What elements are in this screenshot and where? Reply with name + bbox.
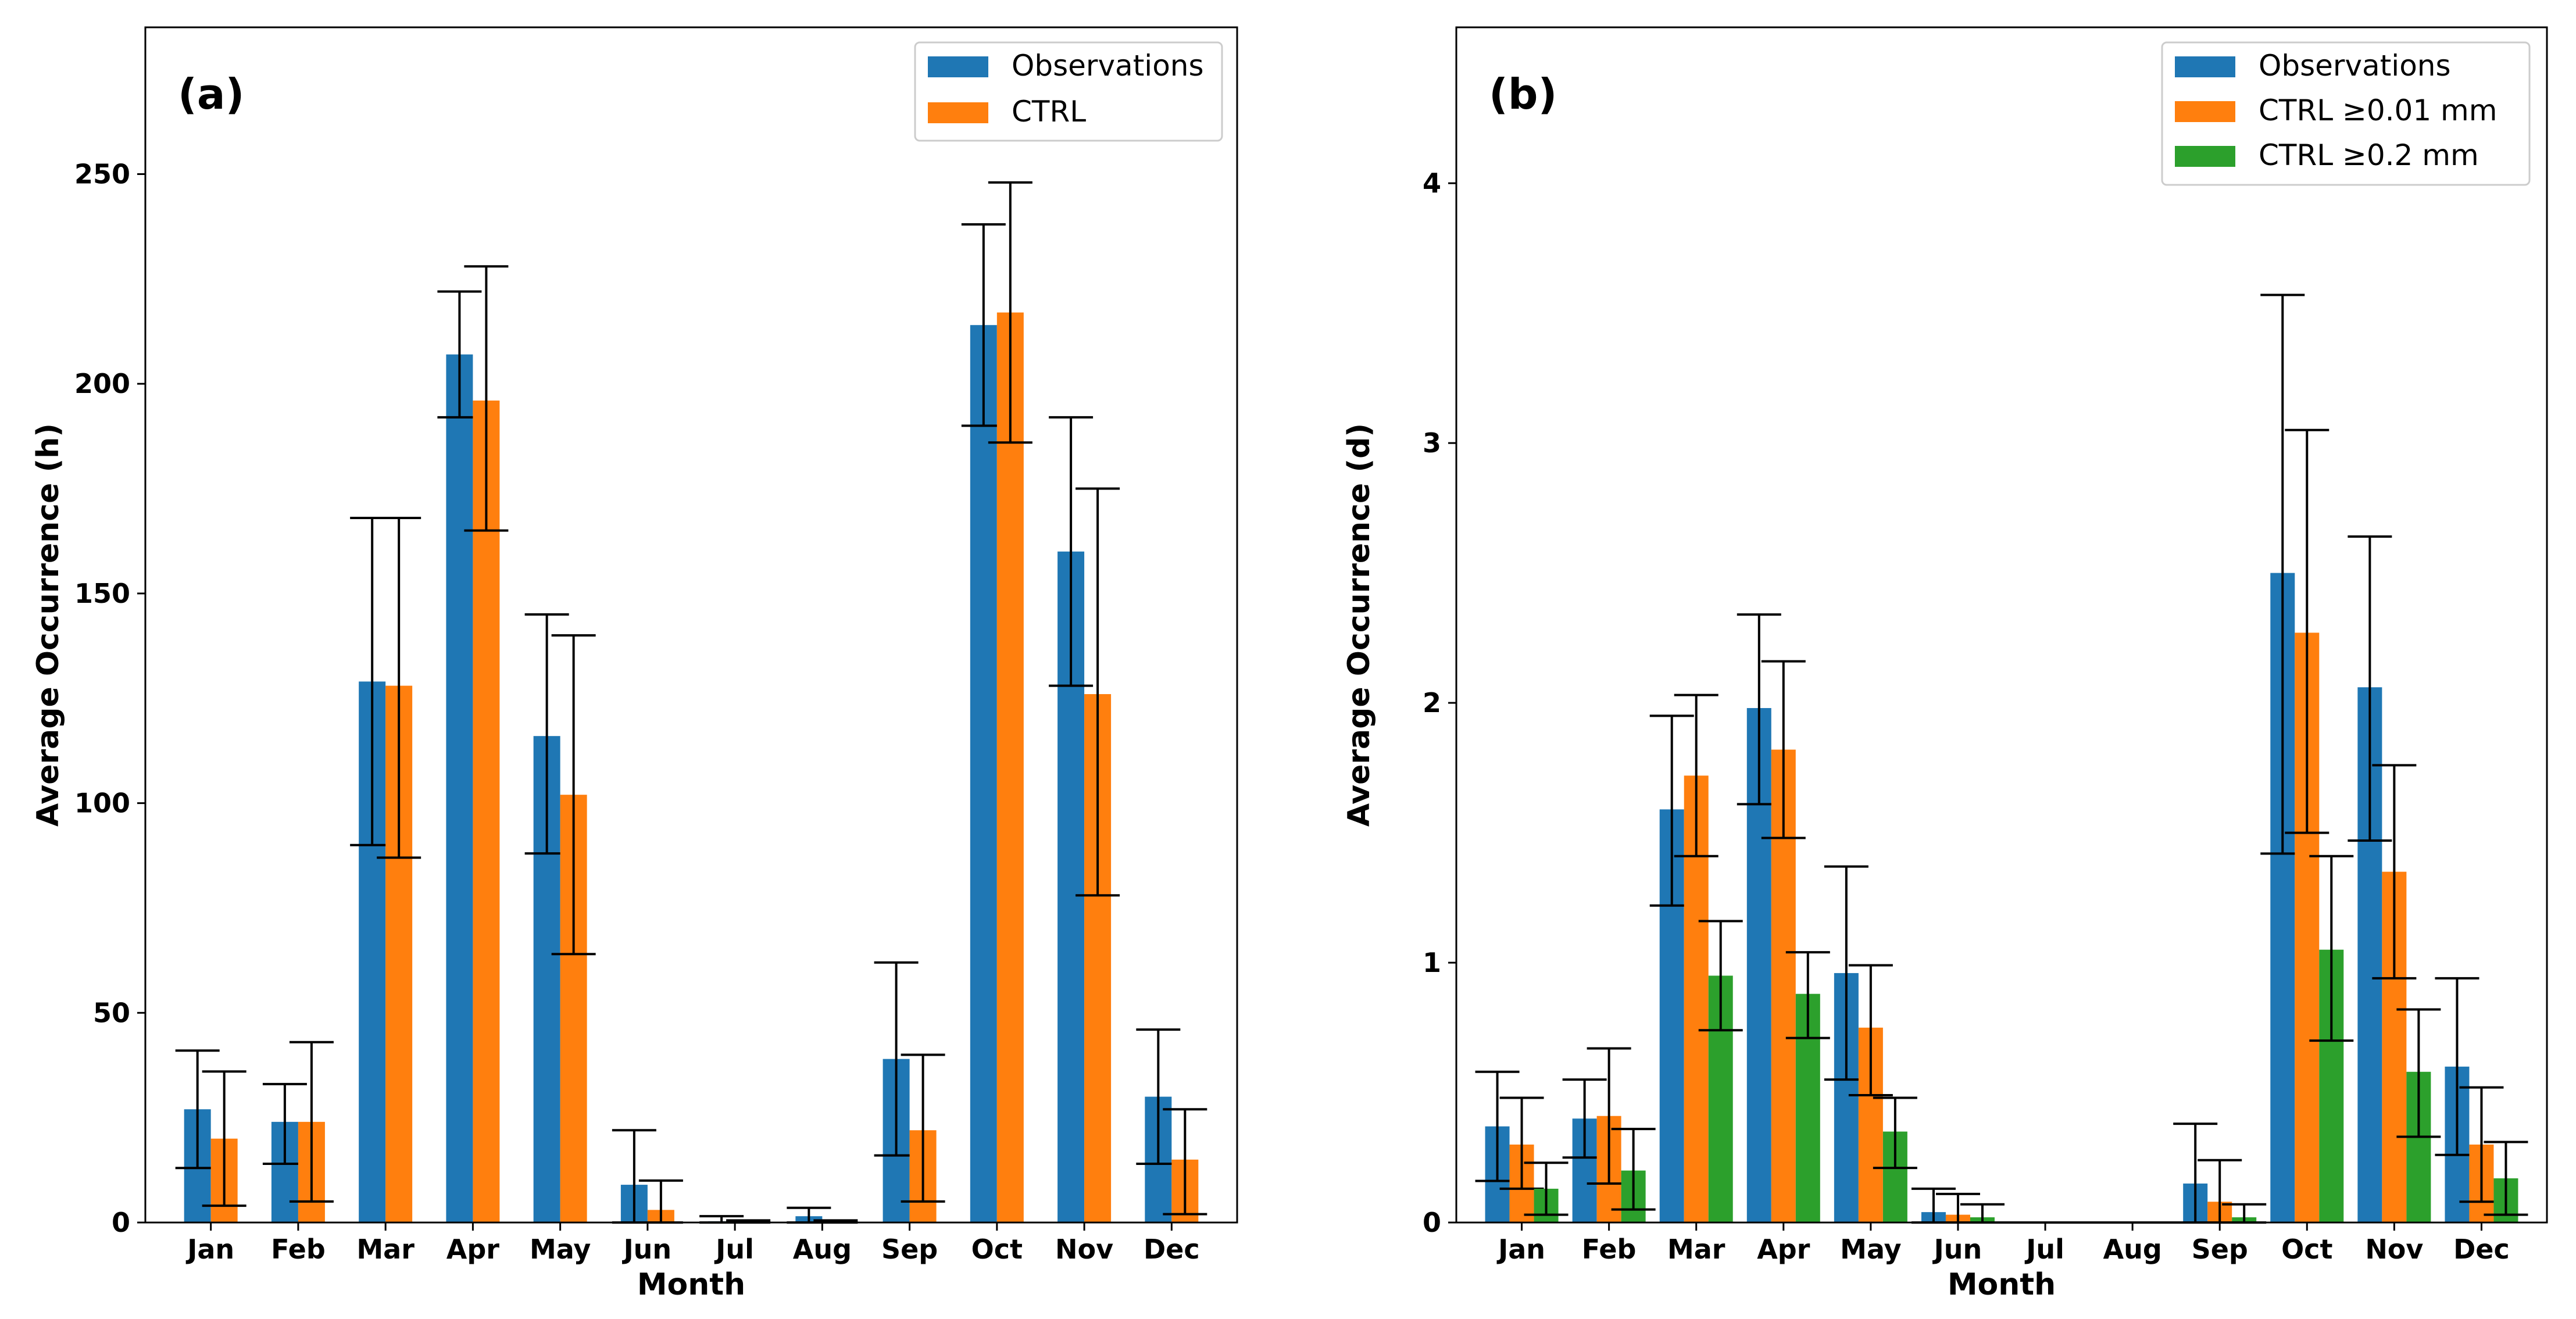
axes-frame-a bbox=[144, 26, 1238, 1224]
errorbar-a-ctrl-sep bbox=[901, 1053, 945, 1203]
legend-b: Observations CTRL ≥0.01 mm CTRL ≥0.2 mm bbox=[2161, 41, 2531, 186]
errorbar-a-observations-nov bbox=[1049, 416, 1094, 687]
xtick-label-b-apr: Apr bbox=[1757, 1234, 1810, 1265]
xtick-label-b-jun: Jun bbox=[1932, 1234, 1982, 1265]
errorbar-a-ctrl-mar bbox=[377, 517, 421, 859]
axes-frame-b bbox=[1455, 26, 2548, 1224]
legend-label-b-ctrl-0-2-mm: CTRL ≥0.2 mm bbox=[2259, 138, 2479, 172]
xtick-label-b-jan: Jan bbox=[1496, 1234, 1545, 1265]
errorbar-a-ctrl-dec bbox=[1163, 1108, 1207, 1216]
errorbar-b-ctrl-0-2-mm-jan bbox=[1524, 1161, 1569, 1216]
legend-swatch-b-ctrl-0-01-mm bbox=[2175, 101, 2235, 122]
xtick-label-b-jul: Jul bbox=[2024, 1234, 2064, 1265]
xtick-label-b-may: May bbox=[1840, 1234, 1901, 1265]
xtick-label-b-aug: Aug bbox=[2103, 1234, 2161, 1265]
ytick-label-a-50: 50 bbox=[93, 997, 130, 1028]
errorbar-b-ctrl-0-01-mm-oct bbox=[2285, 428, 2330, 834]
legend-swatch-b-observations bbox=[2175, 56, 2235, 77]
errorbar-b-ctrl-0-2-mm-dec bbox=[2484, 1141, 2528, 1216]
errorbar-b-ctrl-0-2-mm-apr bbox=[1785, 951, 1830, 1039]
panel-a: 0 50 100 150 200 250 Jan Feb Mar Apr May Jun Jul Aug S… bbox=[31, 26, 1238, 1302]
ytick-label-b-0: 0 bbox=[1423, 1207, 1441, 1238]
errorbar-b-ctrl-0-01-mm-nov bbox=[2372, 764, 2417, 980]
ytick-label-b-4: 4 bbox=[1423, 167, 1441, 199]
xtick-label-a-aug: Aug bbox=[793, 1234, 852, 1265]
errorbar-b-ctrl-0-2-mm-may bbox=[1873, 1096, 1917, 1170]
bar-a-observations-oct bbox=[970, 325, 997, 1223]
errorbar-b-ctrl-0-01-mm-mar bbox=[1674, 694, 1718, 857]
legend-a: Observations CTRL bbox=[914, 41, 1223, 142]
ytick-label-b-3: 3 bbox=[1423, 427, 1441, 459]
xtick-label-a-apr: Apr bbox=[446, 1234, 500, 1265]
errorbar-a-ctrl-feb bbox=[289, 1041, 334, 1203]
xtick-label-a-may: May bbox=[530, 1234, 591, 1265]
ytick-label-b-2: 2 bbox=[1423, 687, 1441, 719]
legend-label-a-observations: Observations bbox=[1012, 49, 1204, 83]
errorbar-b-ctrl-0-2-mm-nov bbox=[2396, 1008, 2441, 1138]
errorbar-a-ctrl-apr bbox=[464, 265, 509, 532]
xtick-label-a-jul: Jul bbox=[714, 1234, 754, 1265]
ytick-label-a-200: 200 bbox=[74, 368, 130, 399]
legend-box-a bbox=[914, 41, 1223, 142]
legend-swatch-b-ctrl-0-2-mm bbox=[2175, 146, 2235, 167]
errorbar-b-ctrl-0-2-mm-mar bbox=[1698, 920, 1743, 1032]
xtick-label-a-feb: Feb bbox=[271, 1234, 326, 1265]
xlabel-a: Month bbox=[637, 1267, 745, 1302]
legend-label-b-observations: Observations bbox=[2259, 49, 2451, 83]
xlabel-b: Month bbox=[1948, 1267, 2056, 1302]
ytick-label-b-1: 1 bbox=[1423, 947, 1441, 978]
panel-b: 0 1 2 3 4 Jan Feb Mar Apr May Jun Jul Aug Sep Oct Nov De… bbox=[1342, 26, 2548, 1302]
xtick-label-b-nov: Nov bbox=[2365, 1234, 2423, 1265]
errorbar-a-ctrl-nov bbox=[1076, 487, 1120, 897]
xtick-label-a-nov: Nov bbox=[1055, 1234, 1113, 1265]
xtick-label-a-mar: Mar bbox=[356, 1234, 415, 1265]
legend-box-b bbox=[2161, 41, 2531, 186]
xtick-label-a-dec: Dec bbox=[1144, 1234, 1200, 1265]
errorbar-a-ctrl-jan bbox=[202, 1070, 246, 1207]
panel-label-b: (b) bbox=[1489, 70, 1557, 119]
errorbar-b-ctrl-0-01-mm-apr bbox=[1761, 660, 1806, 839]
xtick-label-a-oct: Oct bbox=[971, 1234, 1023, 1265]
ytick-label-a-250: 250 bbox=[74, 158, 130, 190]
legend-label-a-ctrl: CTRL bbox=[1012, 95, 1086, 128]
panel-label-a: (a) bbox=[178, 70, 244, 119]
bar-a-observations-apr bbox=[446, 354, 473, 1223]
ytick-label-a-150: 150 bbox=[74, 578, 130, 609]
xtick-label-b-oct: Oct bbox=[2281, 1234, 2332, 1265]
ylabel-a: Average Occurrence (h) bbox=[31, 423, 66, 827]
errorbar-b-ctrl-0-2-mm-oct bbox=[2309, 855, 2354, 1042]
ytick-label-a-100: 100 bbox=[74, 788, 130, 819]
ytick-label-a-0: 0 bbox=[112, 1207, 130, 1238]
bar-a-ctrl-apr bbox=[473, 401, 500, 1223]
legend-label-b-ctrl-0-01-mm: CTRL ≥0.01 mm bbox=[2259, 94, 2497, 127]
errorbar-b-ctrl-0-2-mm-feb bbox=[1611, 1128, 1656, 1211]
bar-a-ctrl-oct bbox=[996, 312, 1024, 1223]
errorbar-a-ctrl-oct bbox=[988, 181, 1032, 444]
errorbar-b-ctrl-0-01-mm-may bbox=[1848, 964, 1893, 1096]
xtick-label-b-feb: Feb bbox=[1582, 1234, 1637, 1265]
xtick-label-b-sep: Sep bbox=[2192, 1234, 2248, 1265]
errorbar-b-observations-nov bbox=[2348, 535, 2392, 842]
xtick-label-b-dec: Dec bbox=[2453, 1234, 2510, 1265]
xtick-label-a-sep: Sep bbox=[881, 1234, 938, 1265]
xtick-label-a-jun: Jun bbox=[622, 1234, 672, 1265]
errorbar-a-ctrl-may bbox=[551, 634, 596, 956]
xtick-label-b-mar: Mar bbox=[1667, 1234, 1725, 1265]
legend-swatch-a-observations bbox=[928, 56, 988, 77]
xtick-label-a-jan: Jan bbox=[185, 1234, 234, 1265]
ylabel-b: Average Occurrence (d) bbox=[1342, 423, 1377, 827]
legend-swatch-a-ctrl bbox=[928, 102, 988, 123]
